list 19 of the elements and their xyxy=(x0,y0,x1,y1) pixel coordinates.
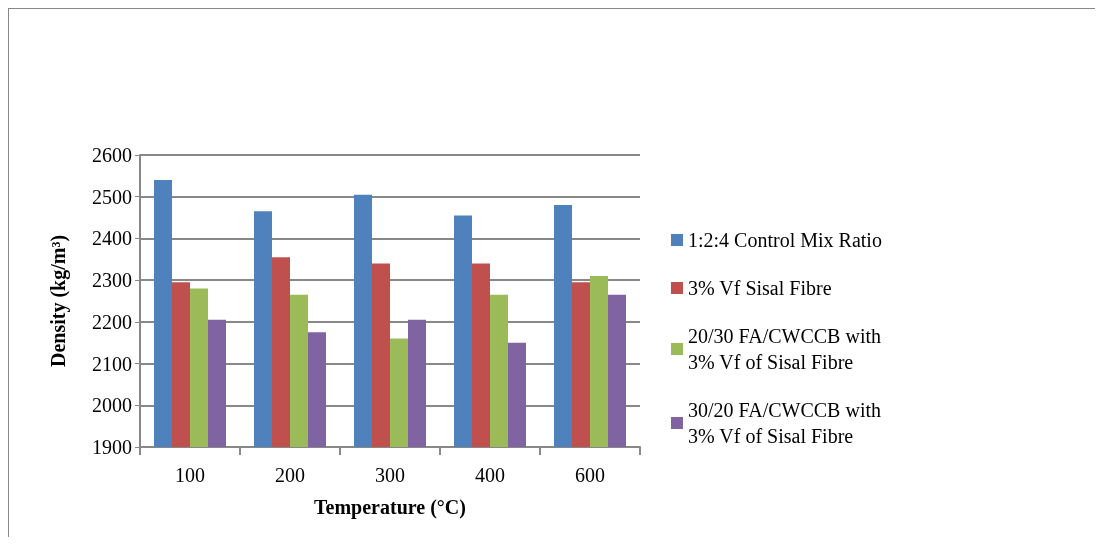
y-axis-title: Density (kg/m³) xyxy=(47,234,70,368)
legend-label: 1:2:4 Control Mix Ratio xyxy=(688,229,882,251)
x-axis-title: Temperature (°C) xyxy=(314,496,466,519)
y-tick-label: 1900 xyxy=(92,436,132,458)
x-tick-label: 600 xyxy=(575,464,605,486)
y-tick-label: 2400 xyxy=(92,227,132,250)
y-tick-label: 2300 xyxy=(92,269,132,292)
legend-label: 20/30 FA/CWCCB with 3% Vf of Sisal Fibre xyxy=(688,325,886,373)
x-tick-label: 400 xyxy=(475,464,505,486)
y-tick-label: 2200 xyxy=(92,310,132,333)
y-tick-label: 2000 xyxy=(92,394,132,417)
x-tick-label: 300 xyxy=(375,464,405,486)
y-tick-label: 2600 xyxy=(92,144,132,166)
y-tick-label: 2500 xyxy=(92,185,132,208)
x-tick-label: 100 xyxy=(175,464,205,486)
legend-label: 30/20 FA/CWCCB with 3% Vf of Sisal Fibre xyxy=(688,399,886,447)
y-tick-label: 2100 xyxy=(92,352,132,375)
x-tick-label: 200 xyxy=(275,464,305,486)
legend-label: 3% Vf Sisal Fibre xyxy=(688,277,832,299)
